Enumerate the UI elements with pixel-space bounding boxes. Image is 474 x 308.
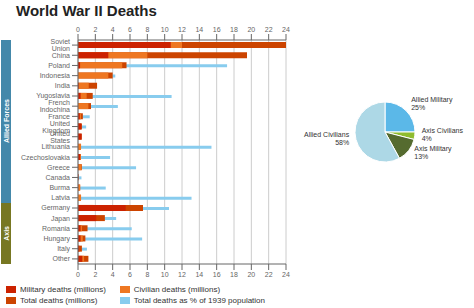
svg-text:12: 12: [178, 26, 186, 33]
svg-text:Indonesia: Indonesia: [40, 72, 70, 79]
svg-text:16: 16: [213, 271, 221, 278]
svg-text:6: 6: [128, 26, 132, 33]
svg-text:Lithuania: Lithuania: [42, 143, 71, 150]
svg-text:Romania: Romania: [42, 225, 70, 232]
svg-text:14: 14: [195, 26, 203, 33]
svg-text:22: 22: [265, 271, 273, 278]
svg-text:SovietUnion: SovietUnion: [51, 38, 71, 52]
svg-text:2: 2: [93, 271, 97, 278]
svg-text:12: 12: [178, 271, 186, 278]
svg-text:Axis Civilians4%: Axis Civilians4%: [422, 127, 464, 142]
svg-text:Axis Military13%: Axis Military13%: [414, 145, 452, 160]
svg-text:Poland: Poland: [48, 62, 70, 69]
svg-text:24: 24: [282, 26, 290, 33]
svg-text:UnitedStates: UnitedStates: [50, 130, 71, 144]
svg-text:Canada: Canada: [45, 174, 70, 181]
svg-text:Burma: Burma: [49, 184, 70, 191]
svg-text:Czechoslovakia: Czechoslovakia: [21, 154, 70, 161]
svg-text:0: 0: [76, 271, 80, 278]
svg-text:4: 4: [111, 271, 115, 278]
svg-text:14: 14: [195, 271, 203, 278]
svg-text:Allied Civilians58%: Allied Civilians58%: [304, 131, 350, 146]
svg-text:4: 4: [111, 26, 115, 33]
svg-text:India: India: [55, 82, 70, 89]
svg-text:16: 16: [213, 26, 221, 33]
svg-text:8: 8: [145, 271, 149, 278]
svg-text:24: 24: [282, 271, 290, 278]
svg-text:China: China: [52, 52, 70, 59]
svg-text:10: 10: [161, 271, 169, 278]
svg-text:2: 2: [93, 26, 97, 33]
svg-text:Allied Military25%: Allied Military25%: [411, 96, 453, 111]
svg-text:Germany: Germany: [41, 204, 70, 212]
svg-text:18: 18: [230, 271, 238, 278]
svg-text:Latvia: Latvia: [51, 194, 70, 201]
svg-text:18: 18: [230, 26, 238, 33]
svg-text:Hungary: Hungary: [44, 235, 71, 243]
svg-text:Italy: Italy: [57, 245, 70, 253]
svg-text:FrenchIndochina: FrenchIndochina: [40, 99, 70, 113]
svg-text:10: 10: [161, 26, 169, 33]
svg-text:0: 0: [76, 26, 80, 33]
svg-text:Greece: Greece: [47, 164, 70, 171]
svg-text:Other: Other: [52, 255, 70, 262]
svg-text:Japan: Japan: [51, 215, 70, 223]
svg-text:22: 22: [265, 26, 273, 33]
svg-text:6: 6: [128, 271, 132, 278]
svg-text:20: 20: [247, 26, 255, 33]
svg-text:20: 20: [247, 271, 255, 278]
svg-text:8: 8: [145, 26, 149, 33]
